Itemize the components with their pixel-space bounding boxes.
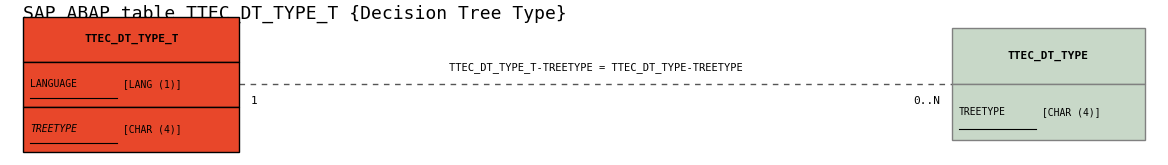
Text: TTEC_DT_TYPE: TTEC_DT_TYPE xyxy=(1008,51,1089,61)
Text: 1: 1 xyxy=(251,96,258,106)
Text: TTEC_DT_TYPE_T-TREETYPE = TTEC_DT_TYPE-TREETYPE: TTEC_DT_TYPE_T-TREETYPE = TTEC_DT_TYPE-T… xyxy=(449,62,743,73)
Text: [CHAR (4)]: [CHAR (4)] xyxy=(1036,107,1100,117)
Text: TREETYPE: TREETYPE xyxy=(30,124,77,134)
Text: [CHAR (4)]: [CHAR (4)] xyxy=(117,124,181,134)
Text: [LANG (1)]: [LANG (1)] xyxy=(117,79,181,89)
Text: SAP ABAP table TTEC_DT_TYPE_T {Decision Tree Type}: SAP ABAP table TTEC_DT_TYPE_T {Decision … xyxy=(23,5,568,23)
Bar xyxy=(23,62,239,107)
Text: TREETYPE: TREETYPE xyxy=(959,107,1006,117)
Bar xyxy=(23,16,239,62)
Text: LANGUAGE: LANGUAGE xyxy=(30,79,77,89)
Text: TTEC_DT_TYPE_T: TTEC_DT_TYPE_T xyxy=(84,34,179,44)
Bar xyxy=(23,107,239,152)
Text: 0..N: 0..N xyxy=(913,96,940,106)
Bar xyxy=(952,84,1145,140)
Bar xyxy=(952,28,1145,84)
